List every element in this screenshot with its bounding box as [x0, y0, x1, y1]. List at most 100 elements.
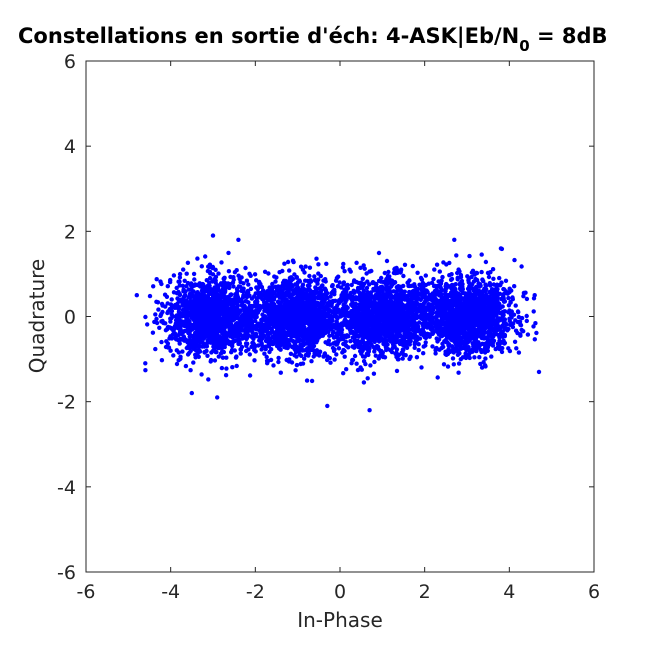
scatter-point — [239, 275, 244, 280]
scatter-point — [262, 269, 268, 274]
scatter-point — [298, 361, 303, 367]
scatter-point — [160, 318, 165, 324]
scatter-point — [202, 330, 207, 335]
scatter-point — [283, 278, 288, 284]
scatter-point — [315, 290, 321, 295]
scatter-point — [413, 302, 419, 307]
scatter-point — [236, 284, 242, 289]
scatter-point — [244, 308, 249, 313]
scatter-point — [479, 252, 484, 257]
scatter-point — [243, 341, 249, 346]
scatter-point — [288, 351, 294, 356]
scatter-point — [397, 301, 402, 306]
scatter-point — [372, 349, 377, 354]
scatter-point — [176, 326, 181, 331]
scatter-point — [390, 342, 396, 347]
scatter-point — [289, 331, 294, 337]
scatter-point — [257, 303, 262, 309]
scatter-point — [534, 330, 539, 336]
scatter-point — [165, 301, 170, 306]
scatter-point — [353, 295, 359, 300]
scatter-point — [416, 347, 421, 353]
scatter-point — [165, 325, 170, 330]
scatter-point — [299, 307, 304, 313]
scatter-point — [410, 263, 415, 269]
scatter-point — [207, 307, 212, 312]
scatter-point — [204, 321, 209, 326]
scatter-point — [350, 357, 356, 363]
scatter-point — [159, 358, 165, 363]
scatter-point — [412, 328, 417, 334]
scatter-point — [255, 309, 260, 315]
scatter-point — [266, 358, 271, 364]
scatter-point — [352, 278, 357, 283]
scatter-point — [228, 274, 233, 280]
scatter-point — [421, 351, 426, 356]
scatter-point — [279, 312, 285, 318]
scatter-point — [343, 321, 348, 326]
scatter-point — [323, 340, 328, 345]
scatter-point — [381, 292, 386, 297]
scatter-point — [189, 326, 195, 332]
scatter-point — [303, 329, 308, 334]
scatter-point — [305, 278, 310, 284]
scatter-point — [451, 362, 456, 367]
scatter-point — [165, 284, 170, 289]
scatter-point — [369, 342, 374, 347]
scatter-point — [213, 267, 218, 272]
scatter-point — [319, 284, 324, 289]
scatter-point — [512, 284, 517, 289]
scatter-point — [342, 354, 347, 359]
scatter-point — [418, 275, 424, 281]
scatter-point — [159, 339, 164, 345]
scatter-point — [169, 315, 174, 321]
scatter-point — [301, 287, 307, 292]
scatter-point — [422, 334, 427, 340]
scatter-point — [234, 363, 239, 369]
scatter-point — [414, 315, 419, 321]
scatter-point — [228, 322, 233, 327]
scatter-point — [199, 264, 204, 269]
scatter-point — [299, 291, 305, 297]
scatter-point — [155, 300, 161, 305]
scatter-point — [477, 355, 482, 360]
scatter-point — [276, 299, 281, 304]
scatter-point — [284, 357, 289, 363]
scatter-point — [284, 298, 289, 303]
scatter-point — [253, 318, 258, 324]
scatter-point — [291, 288, 297, 293]
scatter-point — [230, 306, 236, 311]
scatter-point — [330, 318, 335, 323]
scatter-point — [211, 294, 216, 299]
scatter-point — [456, 361, 462, 366]
scatter-point — [213, 338, 218, 343]
scatter-point — [201, 291, 206, 297]
scatter-point — [202, 285, 207, 290]
scatter-point — [207, 269, 213, 274]
scatter-point — [185, 352, 191, 357]
scatter-point — [252, 347, 257, 353]
scatter-point — [295, 326, 300, 331]
scatter-point — [174, 361, 180, 367]
scatter-point — [285, 340, 290, 345]
scatter-point — [312, 296, 317, 301]
scatter-point — [223, 373, 229, 378]
scatter-point — [252, 358, 257, 363]
scatter-point — [355, 338, 361, 344]
scatter-point — [365, 279, 370, 284]
scatter-point — [311, 337, 317, 342]
scatter-point — [491, 276, 496, 281]
scatter-point — [287, 275, 293, 281]
scatter-point — [367, 327, 372, 332]
scatter-point — [323, 312, 328, 317]
scatter-point — [219, 365, 225, 371]
scatter-point — [438, 281, 444, 286]
scatter-point — [231, 313, 236, 318]
scatter-point — [240, 295, 246, 300]
scatter-point — [221, 276, 226, 281]
scatter-point — [205, 333, 210, 338]
scatter-point — [303, 312, 308, 317]
scatter-point — [267, 285, 272, 290]
scatter-point — [328, 294, 333, 299]
scatter-point — [275, 314, 281, 319]
